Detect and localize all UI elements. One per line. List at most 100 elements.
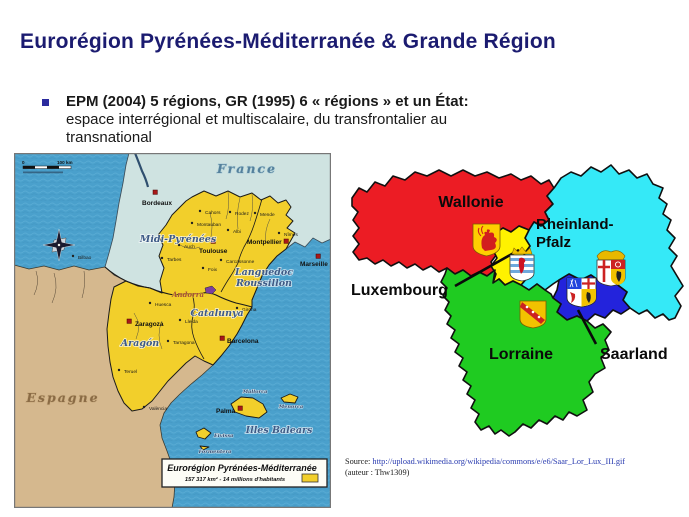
map-credit-smudge: [23, 171, 63, 174]
city-major: Toulouse: [199, 238, 228, 255]
label-languedoc: Languedoc: [234, 267, 293, 278]
gironde-estuary: [133, 153, 150, 188]
compass-rose-icon: [42, 228, 76, 262]
map-frame: [14, 153, 331, 508]
svg-text:Bordeaux: Bordeaux: [142, 200, 172, 207]
city: Perpignan: [236, 278, 265, 285]
label-formentera: Formentera: [198, 449, 232, 455]
balearic-islands: [195, 393, 299, 451]
label-aragon: Aragón: [120, 338, 160, 349]
city: Tarbes: [160, 256, 182, 263]
city-major: Montpellier: [247, 238, 289, 246]
city: Nîmes: [277, 231, 298, 238]
svg-text:Nîmes: Nîmes: [284, 232, 298, 238]
label-illes-balears: Illes Balears: [245, 425, 313, 436]
source-author: (auteur : Thw1309): [345, 467, 410, 477]
svg-text:0: 0: [22, 160, 25, 165]
svg-text:Toulouse: Toulouse: [199, 248, 228, 255]
minor-cities: Cahors Rodez Mende Montauban Albi Nîmes …: [71, 209, 298, 412]
legend: Eurorégion Pyrénées-Méditerranée 157 317…: [161, 458, 328, 488]
svg-text:Zaragoza: Zaragoza: [135, 321, 164, 328]
major-cities: Bordeaux Toulouse Montpellier Marseille …: [126, 189, 328, 415]
bullet-bold-line: EPM (2004) 5 régions, GR (1995) 6 « régi…: [66, 93, 469, 110]
svg-text:Huesca: Huesca: [155, 302, 172, 308]
label-menorca: Menorca: [278, 404, 304, 410]
svg-text:Lleida: Lleida: [185, 319, 198, 325]
grande-region-map: Wallonie Rheinland- Pfalz Luxembourg Lor…: [351, 164, 684, 437]
svg-text:Teruel: Teruel: [124, 369, 137, 375]
scale-bar: 0 100 km: [22, 160, 73, 174]
label-wallonie: Wallonie: [438, 194, 503, 211]
city: Bilbao: [71, 254, 92, 261]
luxembourg-coat-of-arms-icon: [509, 246, 535, 282]
svg-text:Tarbes: Tarbes: [167, 257, 182, 263]
city: Carcassonne: [219, 258, 255, 265]
city: Girona: [235, 306, 257, 313]
bullet-text-block: EPM (2004) 5 régions, GR (1995) 6 « régi…: [66, 93, 516, 147]
saarland-pointer-line: [576, 309, 598, 345]
epm-yellow-regions: [106, 190, 296, 412]
label-roussillon: Roussillon: [235, 278, 292, 289]
city: Montauban: [190, 221, 221, 228]
saarland-coat-of-arms-icon: [566, 277, 597, 308]
svg-text:Perpignan: Perpignan: [243, 279, 265, 285]
label-catalunya: Catalunya: [190, 308, 243, 319]
wallonie-coat-of-arms-icon: [472, 223, 501, 257]
source-block: Source: http://upload.wikimedia.org/wiki…: [345, 457, 625, 478]
svg-text:Girona: Girona: [242, 307, 257, 313]
svg-text:Auch: Auch: [184, 244, 195, 250]
lorraine-coat-of-arms-icon: [519, 300, 547, 329]
city-major: Palma: [216, 405, 243, 415]
rheinland-pfalz-coat-of-arms-icon: [596, 250, 626, 287]
legend-swatch: [301, 473, 319, 483]
source-prefix: Source:: [345, 457, 373, 466]
svg-text:Marseille: Marseille: [300, 261, 328, 268]
city: Rodez: [228, 210, 249, 217]
svg-text:Rodez: Rodez: [235, 211, 249, 217]
source-url[interactable]: http://upload.wikimedia.org/wikipedia/co…: [372, 457, 626, 466]
city: Foix: [201, 266, 218, 273]
svg-text:Cahors: Cahors: [205, 210, 221, 216]
label-rheinland-line2: Pfalz: [536, 234, 571, 251]
city: Teruel: [117, 368, 137, 375]
svg-text:Barcelona: Barcelona: [227, 338, 259, 345]
andorra-area: [204, 285, 217, 295]
city: Mende: [253, 211, 275, 218]
label-france: France: [216, 161, 277, 176]
label-saarland: Saarland: [600, 346, 668, 363]
city: Cahors: [198, 209, 221, 216]
svg-text:Albi: Albi: [233, 229, 241, 235]
svg-text:Mende: Mende: [260, 212, 275, 218]
city: Lleida: [178, 318, 198, 325]
label-eivissa: Eivissa: [213, 433, 233, 439]
city: Tarragona: [166, 339, 195, 346]
region-borders: [33, 191, 271, 360]
city-major: Marseille: [300, 253, 328, 268]
legend-subtitle: 157 317 km² - 14 millions d'habitants: [185, 476, 286, 483]
label-mallorca: Mallorca: [242, 389, 268, 395]
region-lorraine: [440, 267, 612, 437]
epm-map: Cahors Rodez Mende Montauban Albi Nîmes …: [14, 153, 331, 508]
city: Huesca: [148, 301, 172, 308]
svg-text:Foix: Foix: [208, 267, 218, 273]
bullet-item: EPM (2004) 5 régions, GR (1995) 6 « régi…: [42, 93, 516, 147]
city: Auch: [177, 243, 195, 250]
svg-text:Montpellier: Montpellier: [247, 239, 282, 246]
svg-text:Carcassonne: Carcassonne: [226, 259, 255, 265]
svg-text:Palma: Palma: [216, 408, 236, 415]
city-major: Bordeaux: [142, 189, 172, 207]
city-major: Barcelona: [219, 335, 259, 345]
label-luxembourg: Luxembourg: [351, 282, 448, 299]
city: València: [142, 405, 167, 412]
svg-text:Tarragona: Tarragona: [173, 340, 195, 346]
legend-title: Eurorégion Pyrénées-Méditerranée: [167, 463, 317, 473]
svg-text:Bilbao: Bilbao: [78, 255, 92, 261]
bullet-body-line: espace interrégional et multiscalaire, d…: [66, 111, 448, 146]
svg-text:Montauban: Montauban: [197, 222, 221, 228]
label-lorraine: Lorraine: [489, 346, 553, 363]
map-labels: France Espagne Midi-Pyrénées Languedoc R…: [25, 160, 314, 455]
city-major: Zaragoza: [126, 318, 164, 328]
slide-title: Eurorégion Pyrénées-Méditerranée & Grand…: [20, 30, 556, 53]
label-espagne: Espagne: [25, 390, 99, 405]
